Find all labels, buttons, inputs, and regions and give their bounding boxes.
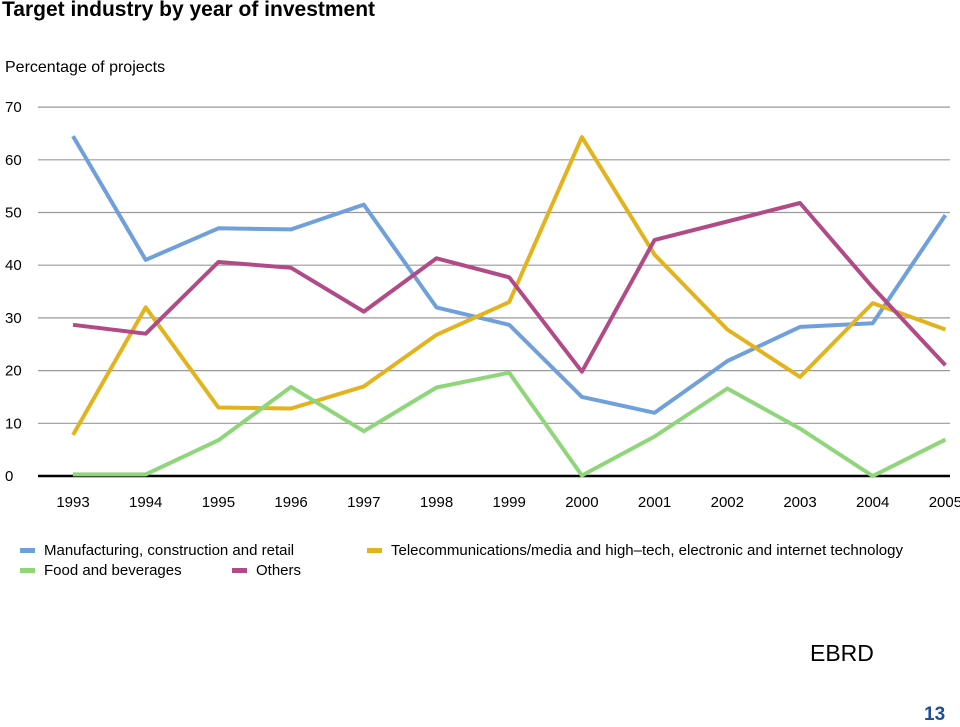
y-tick-label: 60: [5, 152, 22, 169]
x-tick-label: 1995: [202, 494, 235, 511]
x-tick-label: 1994: [129, 494, 162, 511]
source-label: EBRD: [810, 640, 874, 666]
y-tick-label: 20: [5, 363, 22, 380]
y-tick-label: 10: [5, 415, 22, 432]
legend-item-food-beverages: Food and beverages: [20, 562, 182, 579]
legend-swatch: [20, 548, 35, 553]
legend-item-manufacturing: Manufacturing, construction and retail: [20, 542, 294, 559]
x-tick-label: 1998: [420, 494, 453, 511]
series-line-3: [72, 201, 947, 374]
x-tick-label: 2005: [929, 494, 960, 511]
y-tick-label: 30: [5, 310, 22, 327]
legend-label: Food and beverages: [44, 562, 182, 579]
y-tick-label: 0: [5, 468, 13, 485]
legend-label: Manufacturing, construction and retail: [44, 542, 295, 559]
x-tick-label: 1997: [347, 494, 380, 511]
series-line-2: [73, 370, 947, 478]
legend-item-telecommunications: Telecommunications/media and high–tech, …: [367, 542, 903, 559]
series-lines: [71, 135, 948, 478]
legend-label: Others: [256, 562, 302, 579]
x-tick-label: 2001: [638, 494, 671, 511]
legend-swatch: [20, 568, 35, 573]
y-tick-label: 70: [5, 99, 22, 116]
x-tick-labels: 1993 1994 1995 1996 1997 1998 1999 2000 2001 2002…: [56, 494, 960, 511]
legend-swatch: [367, 548, 382, 553]
gridlines: [38, 106, 950, 478]
x-tick-label: 2002: [711, 494, 744, 511]
x-tick-label: 2004: [856, 494, 889, 511]
y-tick-label: 40: [5, 257, 22, 274]
x-tick-label: 2000: [565, 494, 598, 511]
x-tick-label: 1996: [274, 494, 307, 511]
x-tick-label: 2003: [783, 494, 816, 511]
page-title: Target industry by year of investment: [2, 0, 376, 21]
series-line-1: [71, 135, 947, 436]
x-tick-label: 1999: [493, 494, 526, 511]
y-tick-labels: 0 10 20 30 40 50 60 70: [5, 99, 22, 485]
y-axis-label: Percentage of projects: [5, 59, 166, 76]
legend-label: Telecommunications/media and high–tech, …: [391, 542, 903, 559]
legend-swatch: [232, 568, 247, 573]
y-tick-label: 50: [5, 205, 22, 222]
series-line-0: [71, 135, 948, 415]
x-tick-label: 1993: [56, 494, 89, 511]
legend-item-others: Others: [232, 562, 301, 579]
page-number: 13: [924, 704, 946, 725]
